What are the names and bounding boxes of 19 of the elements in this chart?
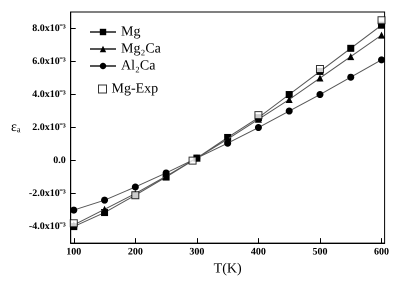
y-tick-label: -4.0x10⁻³ bbox=[28, 221, 66, 232]
y-axis-title: εₐ bbox=[10, 120, 21, 136]
legend-label: Mg-Exp bbox=[112, 82, 158, 96]
legend-label: Al₂Ca bbox=[121, 58, 156, 74]
x-tick-label: 100 bbox=[66, 246, 82, 258]
x-tick-label: 300 bbox=[189, 246, 204, 258]
y-tick-label: 4.0x10⁻³ bbox=[32, 89, 66, 100]
x-tick-label: 600 bbox=[374, 246, 390, 258]
y-tick-label: -2.0x10⁻³ bbox=[28, 188, 66, 200]
x-tick-label: 500 bbox=[312, 246, 328, 258]
x-axis-title: T(K) bbox=[214, 262, 242, 276]
y-tick-label: 8.0x10⁻³ bbox=[32, 23, 66, 34]
y-tick-label: 2.0x10⁻³ bbox=[32, 122, 66, 134]
x-tick-label: 400 bbox=[250, 246, 266, 258]
legend-label: Mg₂Ca bbox=[121, 42, 162, 56]
y-tick-label: 0.0 bbox=[53, 155, 66, 166]
y-tick-label: 6.0x10⁻³ bbox=[32, 56, 66, 68]
x-tick-label: 200 bbox=[128, 246, 143, 258]
legend-label: Mg bbox=[121, 24, 140, 40]
